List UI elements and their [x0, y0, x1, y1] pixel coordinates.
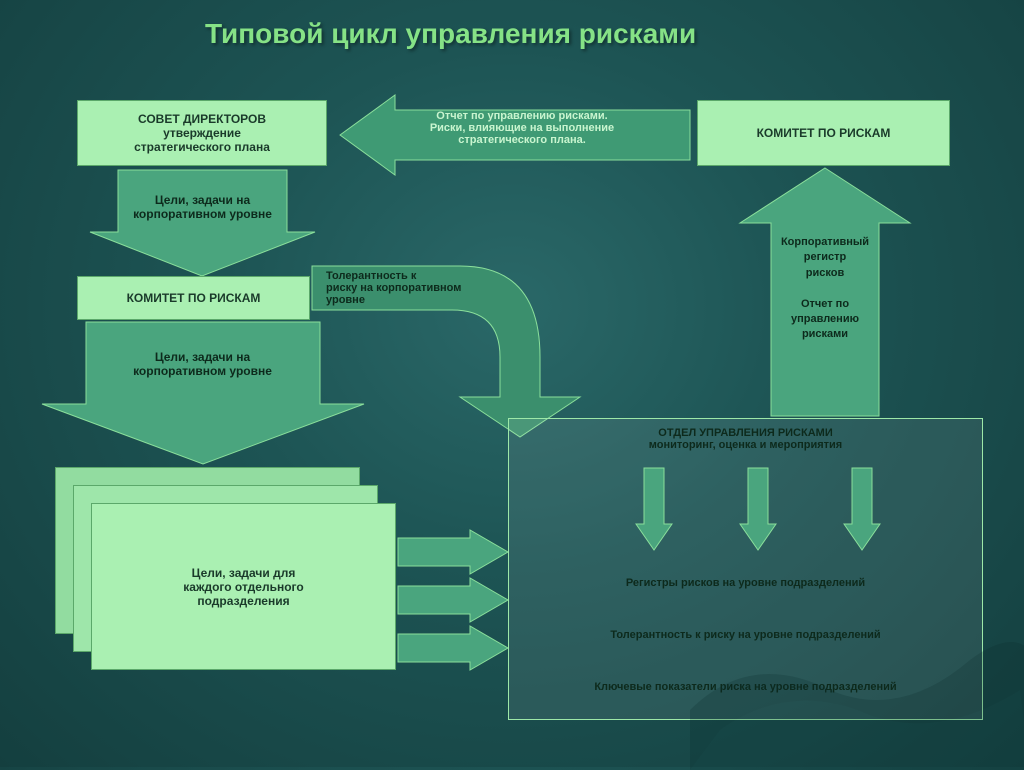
arrow-inner-1: [636, 468, 672, 550]
arrow-stub-2: [398, 578, 508, 622]
arrow-down-2-label: Цели, задачи на корпоративном уровне: [100, 350, 305, 378]
stack-front: Цели, задачи для каждого отдельного подр…: [91, 503, 396, 670]
dept-header: ОТДЕЛ УПРАВЛЕНИЯ РИСКАМИ мониторинг, оце…: [509, 427, 982, 451]
arrow-stub-1: [398, 530, 508, 574]
box-committee-mid: КОМИТЕТ ПО РИСКАМ: [77, 276, 310, 320]
arrow-curved-label: Толерантность к риску на корпоративном у…: [326, 270, 486, 306]
box-board: СОВЕТ ДИРЕКТОРОВ утверждение стратегичес…: [77, 100, 327, 166]
brush-decor: [690, 540, 1024, 770]
arrow-big-up-label: Корпоративный регистр рисков Отчет по уп…: [770, 235, 880, 343]
arrow-stub-3: [398, 626, 508, 670]
box-committee-top: КОМИТЕТ ПО РИСКАМ: [697, 100, 950, 166]
arrow-down-1-label: Цели, задачи на корпоративном уровне: [110, 193, 295, 221]
page-title: Типовой цикл управления рисками: [205, 18, 696, 50]
arrow-report-label: Отчет по управлению рисками. Риски, влия…: [392, 110, 652, 146]
arrow-inner-2: [740, 468, 776, 550]
arrow-down-1: [90, 170, 315, 276]
arrow-inner-3: [844, 468, 880, 550]
